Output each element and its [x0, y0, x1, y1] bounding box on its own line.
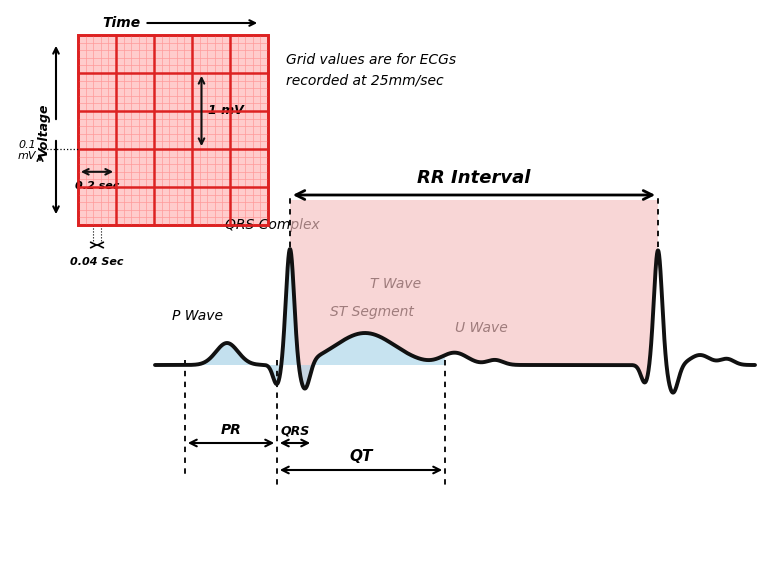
Text: 1 mV: 1 mV: [207, 105, 243, 118]
Text: 0.2 sec: 0.2 sec: [74, 181, 119, 191]
Text: T Wave: T Wave: [370, 277, 421, 291]
Text: QRS: QRS: [280, 424, 310, 437]
Text: RR Interval: RR Interval: [417, 169, 531, 187]
Polygon shape: [185, 343, 277, 384]
Text: QT: QT: [349, 449, 372, 464]
Text: QRS Complex: QRS Complex: [224, 218, 319, 232]
Text: Time: Time: [102, 16, 141, 30]
Text: U Wave: U Wave: [455, 321, 508, 335]
Text: ST Segment: ST Segment: [330, 305, 414, 319]
Text: Grid values are for ECGs
recorded at 25mm/sec: Grid values are for ECGs recorded at 25m…: [286, 53, 456, 88]
Text: P Wave: P Wave: [171, 309, 223, 323]
Text: PR: PR: [220, 423, 241, 437]
Text: mV: mV: [18, 151, 36, 161]
Text: Voltage: Voltage: [38, 103, 51, 157]
Text: 0.04 Sec: 0.04 Sec: [70, 257, 124, 267]
Polygon shape: [277, 249, 445, 388]
Bar: [78, 35, 268, 225]
Polygon shape: [290, 200, 658, 388]
Text: 0.1: 0.1: [18, 140, 36, 150]
